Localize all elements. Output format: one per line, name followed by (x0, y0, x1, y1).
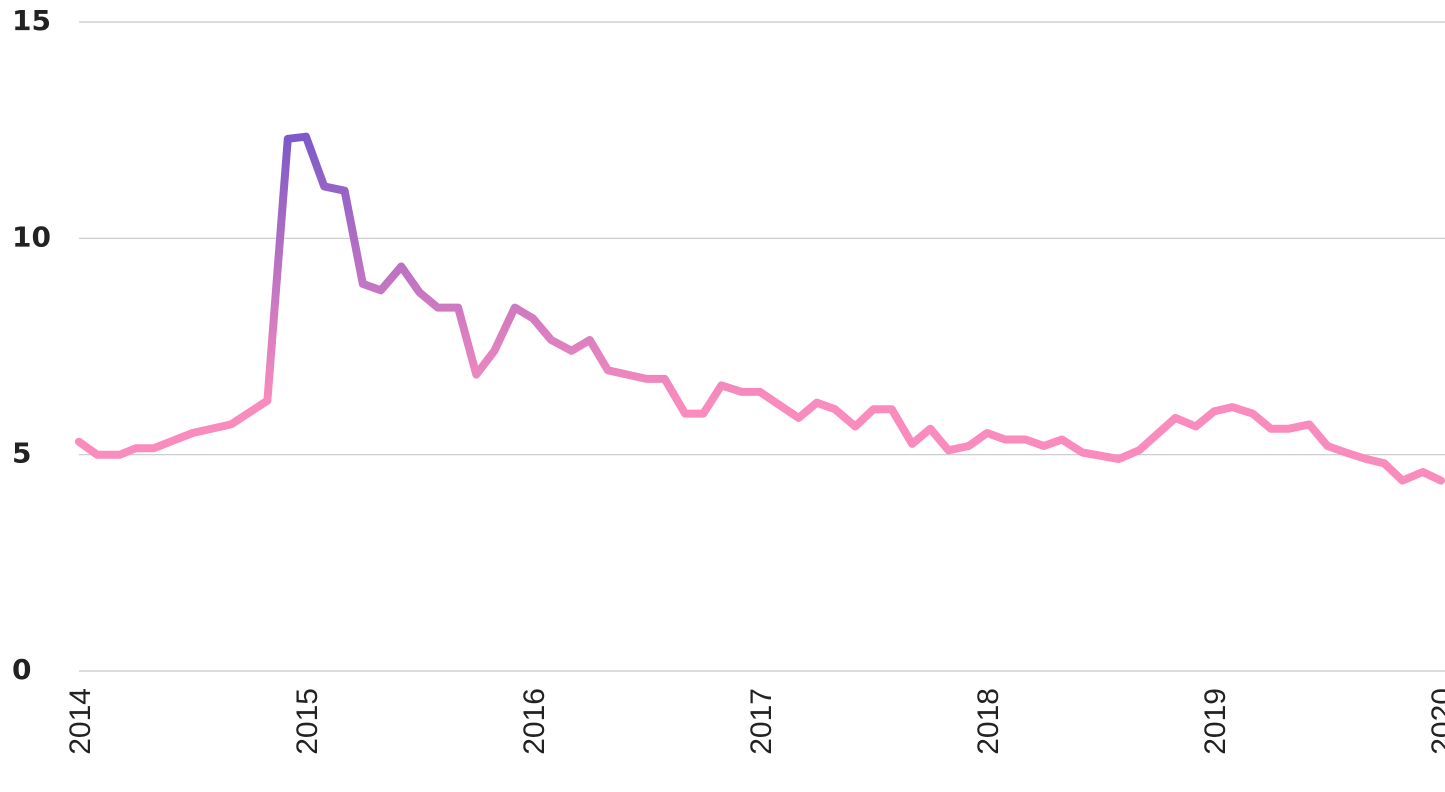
x-tick-label: 2015 (291, 688, 324, 755)
x-tick-label: 2018 (972, 688, 1005, 755)
series-line-0 (75, 132, 1445, 485)
series-layer (75, 132, 1445, 485)
y-tick-label: 10 (12, 220, 51, 253)
x-axis-ticks: 2014 2015 2016 2017 2018 2019 2020 (64, 688, 1445, 755)
x-tick-label: 2014 (64, 688, 97, 755)
y-axis-ticks: 0 5 10 15 (12, 4, 51, 686)
x-tick-label: 2016 (518, 688, 551, 755)
y-tick-label: 0 (12, 653, 31, 686)
x-tick-label: 2019 (1199, 688, 1232, 755)
x-tick-label: 2020 (1426, 688, 1445, 755)
y-tick-label: 5 (12, 437, 31, 470)
grid-layer (79, 21, 1445, 672)
y-tick-label: 15 (12, 4, 51, 37)
x-tick-label: 2017 (745, 688, 778, 755)
